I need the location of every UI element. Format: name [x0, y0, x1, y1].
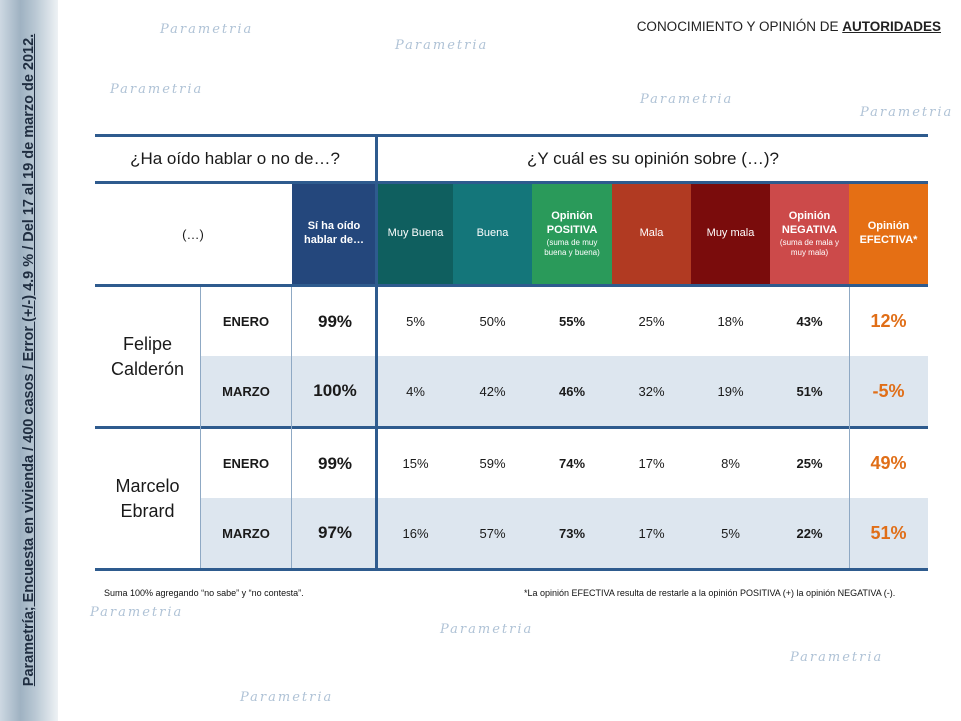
- watermark: Parametria: [640, 92, 734, 107]
- page-title: CONOCIMIENTO Y OPINIÓN DE AUTORIDADES: [636, 19, 941, 34]
- col-muy-buena: Muy Buena: [378, 184, 453, 284]
- col-subject: (…): [182, 226, 204, 242]
- rule-bottom: [95, 568, 928, 571]
- rule-divider: [375, 134, 378, 571]
- footnote-right: *La opinión EFECTIVA resulta de restarle…: [524, 588, 896, 598]
- watermark: Parametria: [160, 22, 254, 37]
- table-row: MARZO 97% 16% 57% 73% 17% 5% 22% 51%: [222, 522, 907, 543]
- question-opinion: ¿Y cuál es su opinión sobre (…)?: [527, 149, 779, 168]
- col-efectiva: Opinión EFECTIVA*: [849, 184, 928, 284]
- watermark: Parametria: [240, 690, 334, 705]
- col-muy-mala: Muy mala: [691, 184, 770, 284]
- rule-top: [95, 134, 928, 137]
- rule-header: [95, 181, 928, 184]
- rule-body-top: [95, 284, 928, 287]
- survey-caption: Parametría; Encuesta en vivienda / 400 c…: [21, 33, 37, 687]
- table-row: ENERO 99% 15% 59% 74% 17% 8% 25% 49%: [222, 453, 907, 473]
- rule-person: [95, 426, 928, 429]
- table-row: MARZO 100% 4% 42% 46% 32% 19% 51% -5%: [222, 380, 905, 401]
- side-strip: [0, 0, 58, 721]
- col-buena: Buena: [453, 184, 532, 284]
- watermark: Parametria: [790, 650, 884, 665]
- watermark: Parametria: [90, 605, 184, 620]
- col-heard: Sí ha oído hablar de…: [292, 184, 376, 284]
- table-row: ENERO 99% 5% 50% 55% 25% 18% 43% 12%: [222, 311, 907, 331]
- col-positiva: Opinión POSITIVA (suma de muy buena y buen…: [532, 184, 612, 284]
- person-name: Marcelo Ebrard: [115, 476, 180, 521]
- watermark: Parametria: [860, 105, 954, 120]
- footnote-left: Suma 100% agregando “no sabe” y “no cont…: [104, 588, 304, 598]
- col-negativa: Opinión NEGATIVA (suma de mala y muy mala): [770, 184, 849, 284]
- watermark: Parametria: [110, 82, 204, 97]
- watermark: Parametria: [395, 38, 489, 53]
- watermark: Parametria: [440, 622, 534, 637]
- person-name: Felipe Calderón: [110, 334, 185, 379]
- question-heard: ¿Ha oído hablar o no de…?: [130, 149, 340, 168]
- col-mala: Mala: [612, 184, 691, 284]
